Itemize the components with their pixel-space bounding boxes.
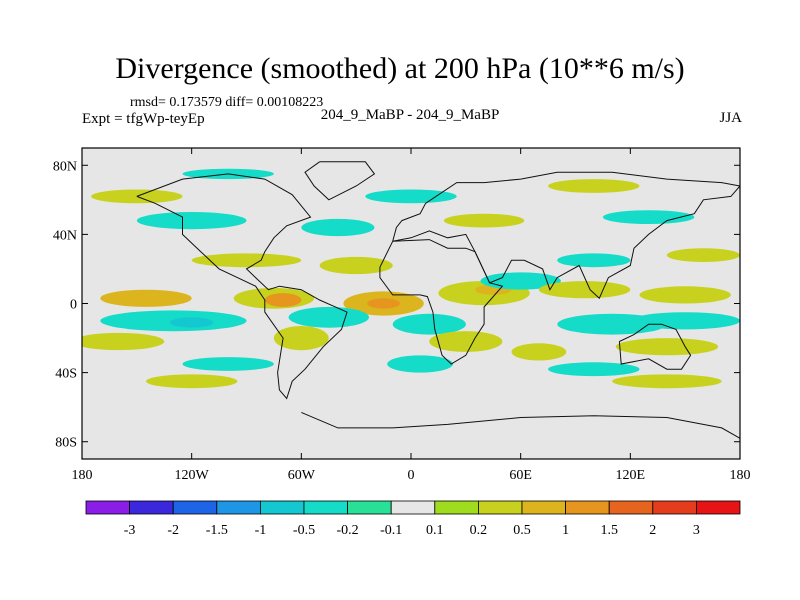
colorbar-label-9: 0.5 [513,523,531,538]
expt-line: Expt = tfgWp-teyEp [82,111,205,127]
colorbar-label-0: -3 [124,523,136,538]
field-feature-7 [538,281,631,299]
field-feature-35 [365,189,457,204]
field-feature-24 [146,374,238,389]
field-feature-13 [392,313,466,335]
x-tick-label-5: 120E [616,468,646,483]
colorbar-label-12: 2 [649,523,656,538]
x-tick-label-6: 180 [730,468,751,483]
x-tick-label-4: 60E [509,468,532,483]
y-tick-label-3: 40S [55,367,77,382]
field-feature-31 [301,218,375,237]
season-label: JJA [719,110,742,126]
colorbar-swatch-14 [696,500,741,515]
stats-line: rmsd= 0.173579 diff= 0.00108223 [130,95,324,110]
colorbar-swatch-8 [434,500,479,515]
field-feature-15 [630,312,740,330]
field-feature-25 [612,374,722,389]
coastline-australia [618,323,692,370]
x-tick-label-1: 120W [175,468,210,483]
field-feature-3 [367,298,400,309]
field-feature-1 [264,293,302,307]
axes: 180 120W 60W 0 60E 120E 180 80N 40N 0 40S 80S [53,148,751,483]
colorbar-label-5: -0.2 [337,523,359,538]
cases-line: 204_9_MaBP - 204_9_MaBP [320,107,500,123]
field-feature-21 [182,357,274,371]
y-tick-label-0: 80N [53,159,77,174]
colorbar-swatch-10 [521,500,566,515]
coastline-africa [379,239,504,365]
colorbar-swatch-11 [565,500,610,515]
colorbar-label-2: -1.5 [206,523,228,538]
field-feature-9 [639,286,731,304]
colorbar-swatch-0 [85,500,130,515]
field-feature-23 [548,362,640,377]
field-feature-19 [511,343,567,361]
colorbar-label-7: 0.1 [426,523,444,538]
colorbar-label-10: 1 [562,523,569,538]
field-feature-28 [557,253,631,268]
x-tick-label-2: 60W [288,468,316,483]
field-feature-33 [602,210,695,225]
x-tick-label-0: 180 [72,468,93,483]
field-feature-36 [548,179,640,193]
colorbar-swatch-5 [303,500,348,515]
y-tick-label-2: 0 [70,298,77,313]
colorbar-label-4: -0.5 [293,523,315,538]
colorbar-swatch-7 [390,500,436,515]
colorbar-swatch-3 [216,500,261,515]
colorbar-label-1: -2 [167,523,179,538]
colorbar-swatch-12 [608,500,654,515]
coastline-antarctica [301,411,740,439]
coastline-americas [136,173,348,400]
field-feature-17 [273,326,329,351]
y-tick-label-1: 40N [53,228,77,243]
colorbar-label-13: 3 [693,523,700,538]
field-feature-18 [429,331,503,352]
field-feature-32 [443,213,525,228]
chart-title: Divergence (smoothed) at 200 hPa (10**6 … [115,52,685,85]
colorbar-swatch-9 [477,500,523,515]
field-feature-26 [191,253,302,268]
field-feature-27 [319,256,393,275]
colorbar-label-3: -1 [255,523,267,538]
colorbar: -3 -2 -1.5 -1 -0.5 -0.2 -0.1 0.1 0.2 0.5 1 1.5 2 3 [85,500,741,538]
colorbar-swatch-6 [347,500,392,515]
y-tick-label-4: 80S [55,436,77,451]
colorbar-label-8: 0.2 [470,523,488,538]
field-feature-11 [169,317,214,328]
colorbar-swatch-2 [172,500,218,515]
coastline-greenland [304,161,376,201]
colorbar-swatch-4 [259,500,305,515]
field-feature-29 [666,248,740,262]
field-feature-30 [136,212,247,230]
field-feature-12 [288,306,369,328]
colorbar-label-6: -0.1 [380,523,402,538]
field-feature-22 [387,355,453,373]
x-tick-label-3: 0 [408,468,415,483]
field-feature-16 [82,332,165,351]
field-feature-8 [100,289,192,307]
colorbar-label-11: 1.5 [600,523,618,538]
coastlines [136,161,740,439]
colorbar-swatch-13 [652,500,697,515]
colorbar-swatch-1 [129,500,174,515]
field-feature-20 [615,338,719,356]
